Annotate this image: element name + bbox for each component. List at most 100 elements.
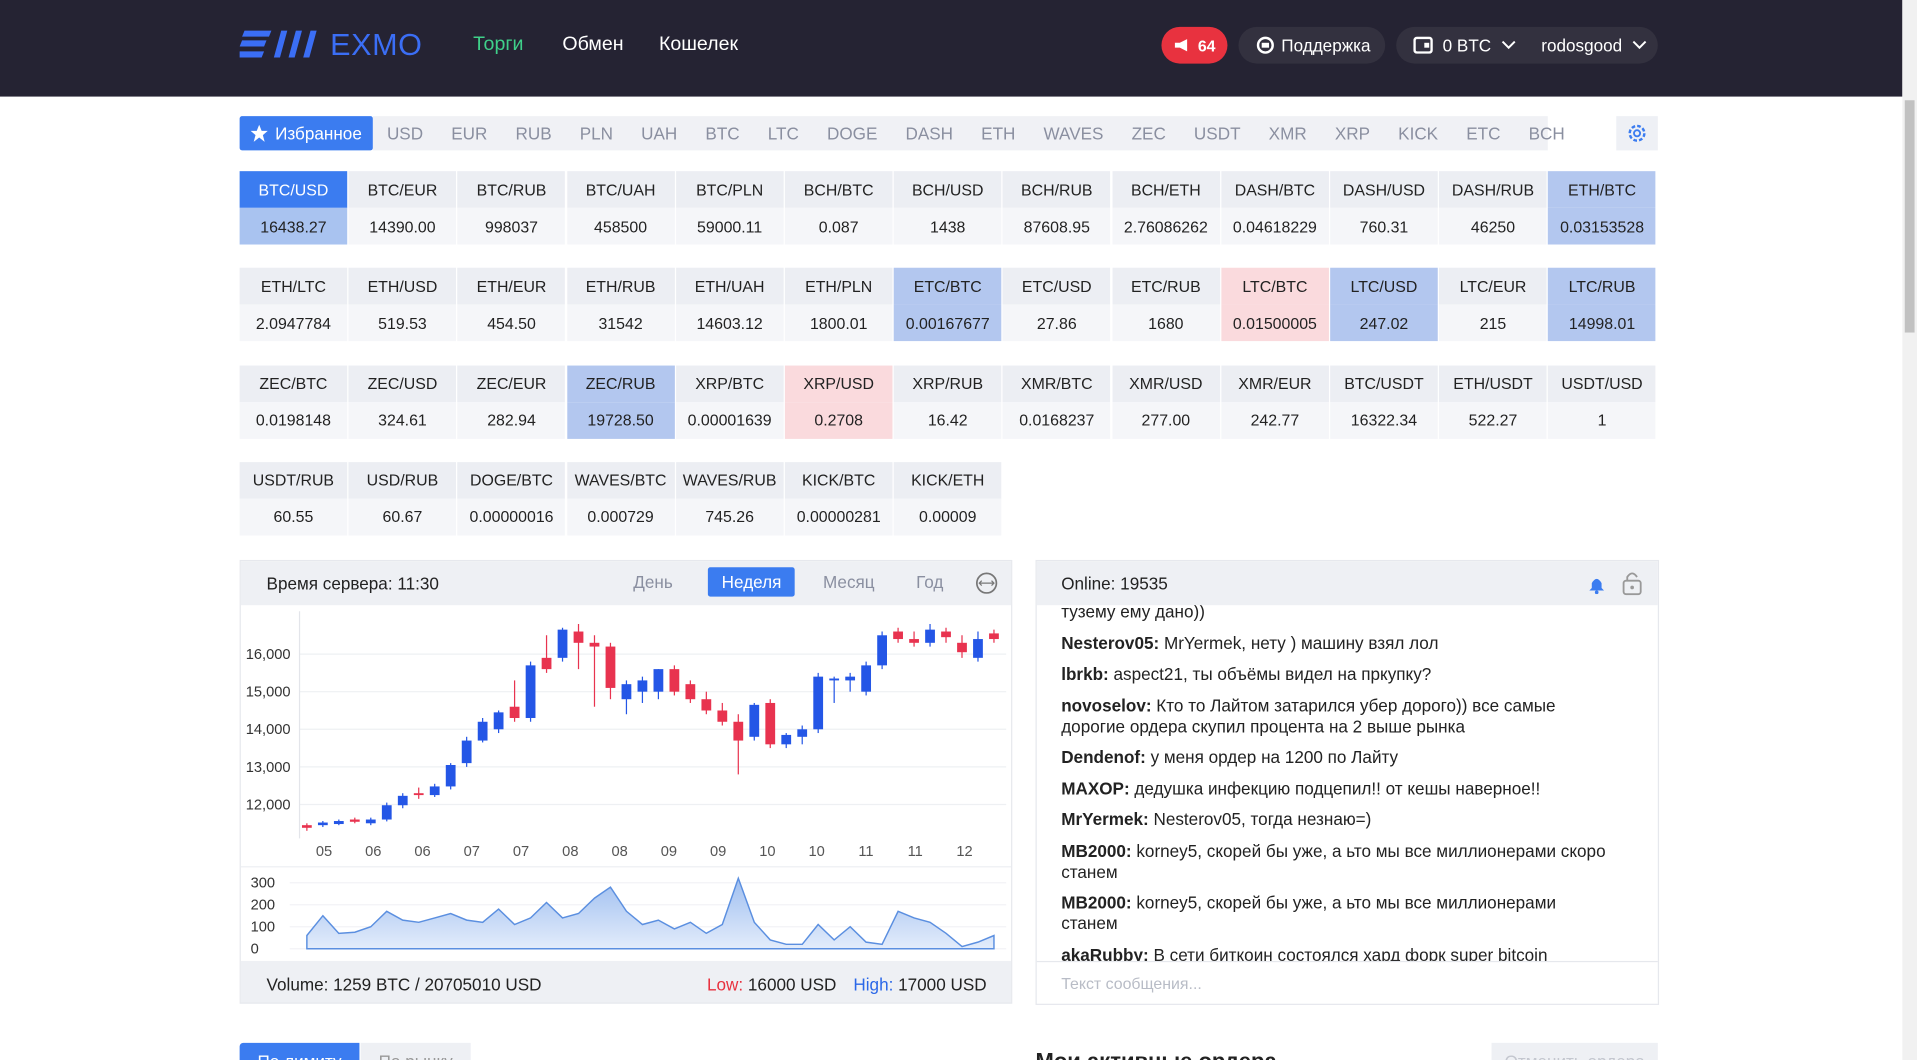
pair-name[interactable]: XRP/RUB <box>893 365 1002 402</box>
pair-price[interactable]: 14603.12 <box>675 304 784 342</box>
pair-name[interactable]: BCH/USD <box>893 171 1002 208</box>
pair-name[interactable]: BTC/PLN <box>675 171 784 208</box>
pair-price[interactable]: 31542 <box>566 304 675 342</box>
pair-price[interactable]: 745.26 <box>675 498 784 536</box>
pair-name[interactable]: ETH/BTC <box>1548 171 1656 208</box>
pair-name[interactable]: USDT/RUB <box>239 462 348 499</box>
nav-item[interactable]: Обмен <box>562 34 624 56</box>
pair-price[interactable]: 522.27 <box>1439 401 1547 439</box>
pair-price[interactable]: 0.000729 <box>566 498 675 536</box>
pair-name[interactable]: ZEC/EUR <box>457 365 566 402</box>
pair-name[interactable]: WAVES/BTC <box>566 462 675 499</box>
tab-active[interactable]: Избранное <box>239 116 373 151</box>
pair-price[interactable]: 0.00000281 <box>784 498 893 536</box>
pair-price[interactable]: 0.00000016 <box>457 498 566 536</box>
pair-price[interactable]: 454.50 <box>457 304 566 342</box>
pair-name[interactable]: BCH/ETH <box>1112 171 1220 208</box>
pair-price[interactable]: 1438 <box>893 207 1002 245</box>
pair-price[interactable]: 14390.00 <box>348 207 457 245</box>
limit-tab[interactable]: По лимиту <box>239 1042 360 1060</box>
tab[interactable]: KICK <box>1398 123 1439 144</box>
pair-name[interactable]: LTC/USD <box>1330 268 1438 305</box>
lock-icon[interactable] <box>1621 571 1643 596</box>
period-tab[interactable]: Неделя <box>708 567 795 597</box>
support-button[interactable]: Поддержка <box>1238 26 1386 64</box>
pair-name[interactable]: BCH/RUB <box>1002 171 1111 208</box>
tab[interactable]: XMR <box>1268 123 1307 144</box>
pair-price[interactable]: 87608.95 <box>1002 207 1111 245</box>
pair-price[interactable]: 16.42 <box>893 401 1002 439</box>
pair-name[interactable]: ZEC/USD <box>348 365 457 402</box>
pair-price[interactable]: 760.31 <box>1330 207 1438 245</box>
pair-name[interactable]: DASH/USD <box>1330 171 1438 208</box>
pair-name[interactable]: XMR/BTC <box>1002 365 1111 402</box>
tab[interactable]: XRP <box>1334 123 1371 144</box>
bell-icon[interactable] <box>1588 575 1605 595</box>
market-tab[interactable]: По рынку <box>360 1042 471 1060</box>
tab[interactable]: LTC <box>767 123 799 144</box>
tab[interactable]: USD <box>386 123 424 144</box>
nav-item[interactable]: Торги <box>473 34 524 56</box>
pair-price[interactable]: 2.0947784 <box>239 304 348 342</box>
pair-price[interactable]: 60.67 <box>348 498 457 536</box>
pair-name[interactable]: BCH/BTC <box>784 171 893 208</box>
pair-name[interactable]: ETC/USD <box>1002 268 1111 305</box>
pair-price[interactable]: 0.03153528 <box>1548 207 1656 245</box>
pair-name[interactable]: ZEC/RUB <box>566 365 675 402</box>
pair-price[interactable]: 14998.01 <box>1548 304 1656 342</box>
pair-price[interactable]: 0.04618229 <box>1221 207 1329 245</box>
pair-name[interactable]: LTC/RUB <box>1548 268 1656 305</box>
pair-name[interactable]: ETH/LTC <box>239 268 348 305</box>
pair-name[interactable]: BTC/EUR <box>348 171 457 208</box>
tab[interactable]: WAVES <box>1043 123 1104 144</box>
pair-price[interactable]: 0.01500005 <box>1221 304 1329 342</box>
cancel-orders-button[interactable]: Отменить ордера <box>1491 1042 1658 1060</box>
pair-name[interactable]: ETC/RUB <box>1112 268 1220 305</box>
period-tab[interactable]: Месяц <box>822 572 875 592</box>
settings-button[interactable] <box>1616 116 1658 151</box>
pair-price[interactable]: 16438.27 <box>239 207 348 245</box>
pair-name[interactable]: BTC/USDT <box>1330 365 1438 402</box>
pair-price[interactable]: 282.94 <box>457 401 566 439</box>
tab[interactable]: ETC <box>1466 123 1501 144</box>
tab[interactable]: BCH <box>1528 123 1565 144</box>
pair-name[interactable]: DASH/RUB <box>1439 171 1547 208</box>
pair-price[interactable]: 277.00 <box>1112 401 1220 439</box>
tab[interactable]: BTC <box>705 123 740 144</box>
pair-name[interactable]: ETC/BTC <box>893 268 1002 305</box>
pair-name[interactable]: WAVES/RUB <box>675 462 784 499</box>
pair-name[interactable]: BTC/USD <box>239 171 348 208</box>
pair-price[interactable]: 46250 <box>1439 207 1547 245</box>
period-tab[interactable]: Год <box>916 572 944 592</box>
pair-price[interactable]: 0.087 <box>784 207 893 245</box>
pair-price[interactable]: 16322.34 <box>1330 401 1438 439</box>
pair-price[interactable]: 1680 <box>1112 304 1220 342</box>
pair-price[interactable]: 59000.11 <box>675 207 784 245</box>
pair-price[interactable]: 0.2708 <box>784 401 893 439</box>
pair-name[interactable]: ZEC/BTC <box>239 365 348 402</box>
pair-name[interactable]: XRP/BTC <box>675 365 784 402</box>
pair-price[interactable]: 0.00167677 <box>893 304 1002 342</box>
pair-name[interactable]: BTC/UAH <box>566 171 675 208</box>
pair-name[interactable]: USD/RUB <box>348 462 457 499</box>
pair-price[interactable]: 0.00001639 <box>675 401 784 439</box>
pair-price[interactable]: 0.0198148 <box>239 401 348 439</box>
period-tab[interactable]: День <box>633 572 673 592</box>
tab[interactable]: DASH <box>905 123 954 144</box>
pair-name[interactable]: ETH/PLN <box>784 268 893 305</box>
tab[interactable]: PLN <box>579 123 614 144</box>
pair-name[interactable]: KICK/BTC <box>784 462 893 499</box>
pair-name[interactable]: XRP/USD <box>784 365 893 402</box>
pair-price[interactable]: 242.77 <box>1221 401 1329 439</box>
pair-name[interactable]: ETH/USDT <box>1439 365 1547 402</box>
pair-name[interactable]: USDT/USD <box>1548 365 1656 402</box>
pair-price[interactable]: 215 <box>1439 304 1547 342</box>
pair-name[interactable]: ETH/USD <box>348 268 457 305</box>
pair-price[interactable]: 1 <box>1548 401 1656 439</box>
notifications[interactable]: 64 <box>1161 26 1228 64</box>
pair-name[interactable]: LTC/EUR <box>1439 268 1547 305</box>
pair-price[interactable]: 458500 <box>566 207 675 245</box>
tab[interactable]: USDT <box>1193 123 1241 144</box>
account-menu[interactable]: 0 BTC rodosgood <box>1396 26 1658 64</box>
pair-price[interactable]: 247.02 <box>1330 304 1438 342</box>
